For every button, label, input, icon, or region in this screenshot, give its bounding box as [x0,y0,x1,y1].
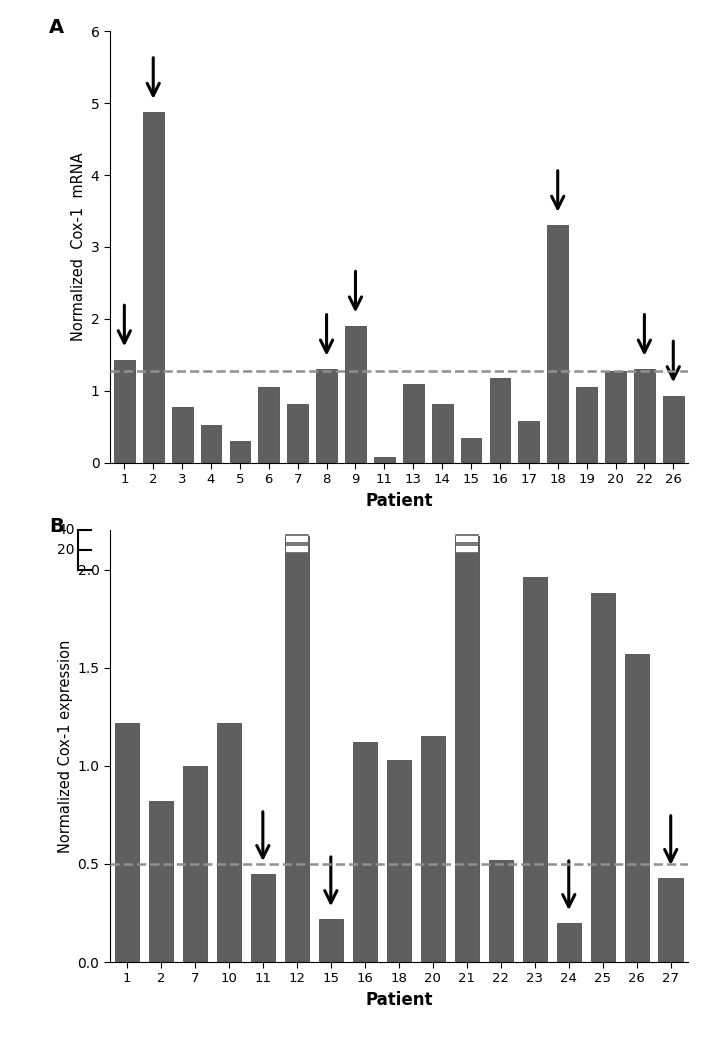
Bar [663,396,683,463]
Text: B: B [49,518,64,537]
Bar [149,801,173,962]
Bar [316,369,337,463]
Bar [576,387,597,463]
Bar [432,404,452,463]
Bar [547,226,568,463]
Bar [345,327,366,463]
Bar [352,743,377,962]
Bar [201,425,221,463]
Bar [420,736,445,962]
Bar [605,370,626,463]
Bar [386,760,411,962]
Bar [250,874,275,962]
Bar [403,384,424,463]
Text: A: A [49,19,65,37]
Bar [489,378,510,463]
Y-axis label: Normalized Cox-1 expression: Normalized Cox-1 expression [58,640,73,853]
Text: 40: 40 [57,523,74,538]
Bar [489,860,513,962]
Bar [454,537,479,962]
X-axis label: Patient: Patient [365,492,432,510]
Bar [230,441,250,463]
Bar [114,360,135,463]
Text: 20: 20 [57,543,74,557]
Bar [518,421,540,463]
Bar [625,654,649,962]
Bar [461,438,481,463]
Bar [172,407,193,463]
Bar [115,723,139,962]
Bar [591,593,615,962]
Bar [523,577,547,962]
Bar [318,919,343,962]
Bar [183,765,207,962]
Bar [374,457,395,463]
Bar [143,112,164,463]
Bar [557,922,581,962]
Bar [287,404,308,463]
Bar [659,878,683,962]
Bar [217,723,241,962]
Y-axis label: Normalized  Cox-1  mRNA: Normalized Cox-1 mRNA [72,153,86,341]
X-axis label: Patient: Patient [365,991,432,1009]
Bar [258,387,279,463]
Bar [634,369,655,463]
Bar [284,537,309,962]
